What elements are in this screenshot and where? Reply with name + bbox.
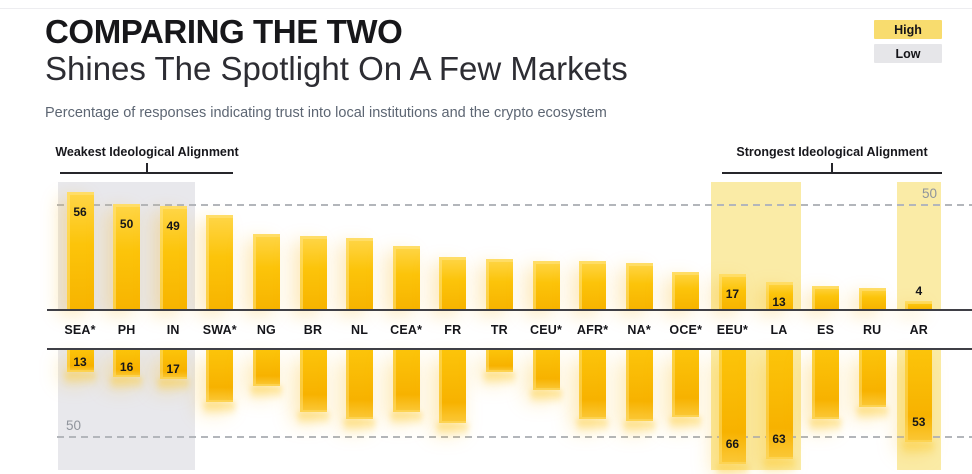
weakest-bracket-tick	[146, 163, 148, 173]
bar-top-CEU*	[532, 261, 560, 310]
bar-top-SWA*	[206, 214, 234, 310]
bar-bottom-LA	[765, 349, 793, 460]
category-label-CEU*: CEU*	[529, 323, 563, 337]
bar-bottom-PH	[113, 349, 141, 378]
bar-top-FR	[439, 256, 467, 310]
bar-bottom-SWA*	[206, 349, 234, 402]
strongest-bracket-tick	[831, 163, 833, 173]
top-dashed-reference-line	[57, 204, 972, 207]
bar-value-bottom-IN: 17	[166, 362, 180, 377]
bar-bottom-AFR*	[579, 349, 607, 420]
bar-bottom-NL	[346, 349, 374, 420]
bar-value-top-SEA*: 56	[73, 204, 87, 219]
bar-top-AFR*	[579, 261, 607, 310]
category-label-ES: ES	[817, 323, 835, 337]
category-label-NG: NG	[256, 323, 276, 337]
category-label-SWA*: SWA*	[202, 323, 237, 337]
bar-value-bottom-LA: 63	[772, 432, 786, 447]
bar-value-top-AR: 4	[915, 283, 923, 298]
category-label-NL: NL	[351, 323, 369, 337]
bar-top-NL	[346, 237, 374, 310]
bar-bottom-ES	[812, 349, 840, 420]
bottom-reference-label: 50	[66, 418, 82, 433]
category-label-EEU*: EEU*	[716, 323, 749, 337]
bar-value-top-LA: 13	[772, 295, 786, 309]
bar-value-bottom-EEU*: 66	[725, 437, 740, 452]
category-label-NA*: NA*	[627, 323, 651, 337]
bar-bottom-NA*	[625, 349, 653, 421]
bar-bottom-SEA*	[66, 349, 94, 373]
top-axis-line	[47, 309, 972, 312]
bar-top-NG	[252, 233, 280, 310]
bar-top-EEU*	[718, 273, 746, 310]
bar-top-RU	[858, 288, 886, 310]
bar-bottom-BR	[299, 349, 327, 413]
legend-high-chip: High	[874, 20, 942, 39]
highlight-band-strongest-top-2	[897, 182, 941, 310]
bar-top-TR	[485, 258, 513, 310]
weakest-bracket	[60, 172, 233, 174]
bar-top-CEA*	[392, 246, 420, 310]
bottom-dashed-reference-line	[57, 435, 972, 438]
strongest-annotation-label: Strongest Ideological Alignment	[736, 145, 928, 159]
category-label-RU: RU	[862, 323, 882, 337]
bar-bottom-TR	[485, 349, 513, 373]
bar-top-LA	[765, 282, 793, 310]
category-label-CEA*: CEA*	[390, 323, 423, 337]
category-label-IN: IN	[166, 323, 180, 337]
bar-bottom-OCE*	[672, 349, 700, 418]
category-label-TR: TR	[490, 323, 508, 337]
bar-top-BR	[299, 235, 327, 310]
category-label-PH: PH	[117, 323, 136, 337]
bar-top-PH	[113, 204, 141, 310]
bar-bottom-FR	[439, 349, 467, 423]
bar-bottom-NG	[252, 349, 280, 387]
bar-bottom-AR	[905, 349, 933, 442]
bar-top-NA*	[625, 263, 653, 310]
bar-value-top-PH: 50	[119, 217, 134, 232]
page-subtitle: Shines The Spotlight On A Few Markets	[45, 50, 628, 87]
category-label-OCE*: OCE*	[669, 323, 703, 337]
bar-top-AR	[905, 300, 933, 310]
category-label-AFR*: AFR*	[576, 323, 609, 337]
bar-value-top-IN: 49	[166, 219, 180, 234]
strongest-bracket	[722, 172, 942, 174]
bar-top-OCE*	[672, 271, 700, 310]
bar-value-bottom-AR: 53	[912, 414, 926, 429]
category-label-AR: AR	[909, 323, 929, 337]
bar-bottom-CEU*	[532, 349, 560, 390]
bottom-axis-line	[47, 347, 972, 350]
category-label-LA: LA	[770, 323, 788, 337]
top-hairline	[0, 8, 972, 9]
bar-bottom-IN	[159, 349, 187, 380]
weakest-annotation-label: Weakest Ideological Alignment	[55, 145, 239, 159]
bar-top-SEA*	[66, 191, 94, 310]
bar-bottom-RU	[858, 349, 886, 407]
bar-top-ES	[812, 286, 840, 310]
chart-caption: Percentage of responses indicating trust…	[45, 105, 607, 121]
bar-bottom-CEA*	[392, 349, 420, 413]
bar-bottom-EEU*	[718, 349, 746, 465]
legend-low-chip: Low	[874, 44, 942, 63]
category-label-SEA*: SEA*	[64, 323, 96, 337]
legend-low-label: Low	[895, 46, 921, 61]
bar-value-top-EEU*: 17	[725, 286, 740, 301]
top-reference-label: 50	[921, 186, 937, 201]
page-title: COMPARING THE TWO	[45, 13, 403, 50]
bar-top-IN	[159, 206, 187, 310]
category-label-BR: BR	[303, 323, 323, 337]
legend-high-label: High	[894, 22, 922, 37]
bar-value-bottom-SEA*: 13	[73, 355, 87, 370]
category-label-FR: FR	[444, 323, 462, 337]
bar-value-bottom-PH: 16	[119, 360, 134, 375]
